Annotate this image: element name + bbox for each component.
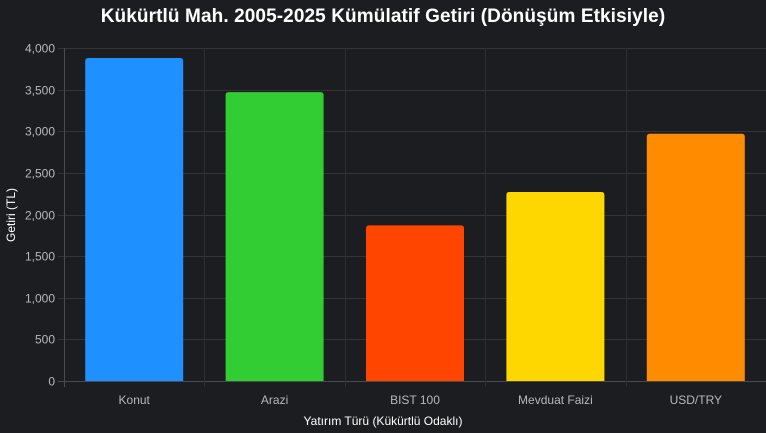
y-tick-label: 2,500 xyxy=(25,167,55,181)
y-tick-label: 4,000 xyxy=(25,42,55,56)
x-tick-label: USD/TRY xyxy=(670,393,722,407)
bar-usd-try xyxy=(646,133,745,381)
y-tick-label: 3,500 xyxy=(25,84,55,98)
bar-arazi xyxy=(225,92,324,381)
y-tick-label: 1,000 xyxy=(25,292,55,306)
bar-bist-100 xyxy=(366,225,464,381)
bar-mevduat-faizi xyxy=(506,192,605,381)
y-tick-label: 1,500 xyxy=(25,250,55,264)
y-tick-label: 0 xyxy=(48,375,55,389)
ticks-layer: 0 500 1,000 1,500 2,000 2,500 3,000 3,500 4,000 K… xyxy=(25,42,722,408)
x-tick-label: Arazi xyxy=(261,393,288,407)
x-tick-label: Konut xyxy=(119,393,151,407)
bar-konut xyxy=(85,57,184,382)
x-tick-label: Mevduat Faizi xyxy=(518,393,593,407)
y-tick-label: 2,000 xyxy=(25,209,55,223)
x-axis-label: Yatırım Türü (Kükürtlü Odaklı) xyxy=(303,414,463,428)
chart-title: Kükürtlü Mah. 2005-2025 Kümülatif Getiri… xyxy=(100,6,666,27)
bars-layer xyxy=(85,57,745,382)
y-tick-label: 500 xyxy=(35,333,55,347)
x-tick-label: BIST 100 xyxy=(390,393,440,407)
y-tick-label: 3,000 xyxy=(25,125,55,139)
